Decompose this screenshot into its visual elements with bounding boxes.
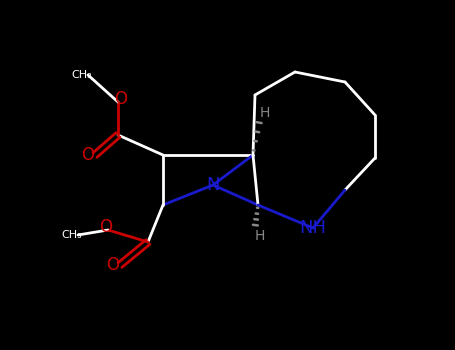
Text: O: O [81,146,95,164]
Text: CH₃: CH₃ [71,70,92,80]
Text: O: O [115,90,127,108]
Text: N: N [206,176,220,194]
Text: O: O [100,218,112,236]
Text: H: H [255,229,265,243]
Text: CH₃: CH₃ [61,230,82,240]
Text: H: H [260,106,270,120]
Text: NH: NH [299,219,327,237]
Text: O: O [106,256,120,274]
